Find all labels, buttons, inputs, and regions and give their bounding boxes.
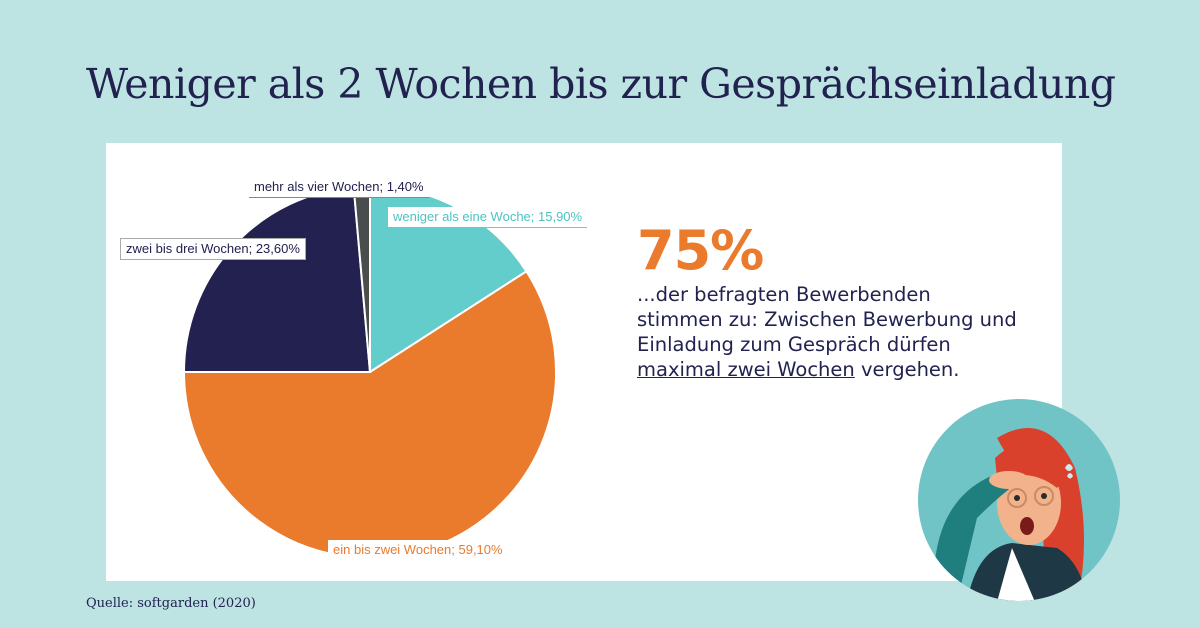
highlight-text-2: vergehen. — [854, 358, 960, 381]
slice-label-1: ein bis zwei Wochen; 59,10% — [328, 540, 508, 560]
pie-chart — [182, 184, 557, 559]
highlight-text: ...der befragten Bewerbenden stimmen zu:… — [637, 282, 1017, 382]
slice-label-0: weniger als eine Woche; 15,90% — [388, 207, 588, 228]
slice-label-3: mehr als vier Wochen; 1,40% — [249, 177, 429, 198]
highlight-value: 75% — [637, 219, 764, 282]
source-note: Quelle: softgarden (2020) — [86, 596, 256, 611]
highlight-text-underlined: maximal zwei Wochen — [637, 358, 855, 381]
highlight-text-1: ...der befragten Bewerbenden stimmen zu:… — [637, 283, 1017, 356]
chart-panel: weniger als eine Woche; 15,90% ein bis z… — [106, 143, 1062, 581]
woman-illustration — [918, 399, 1120, 601]
page-title: Weniger als 2 Wochen bis zur Gesprächsei… — [86, 60, 1116, 108]
slice-label-2: zwei bis drei Wochen; 23,60% — [120, 238, 306, 260]
pie-slice-2 — [182, 185, 372, 373]
